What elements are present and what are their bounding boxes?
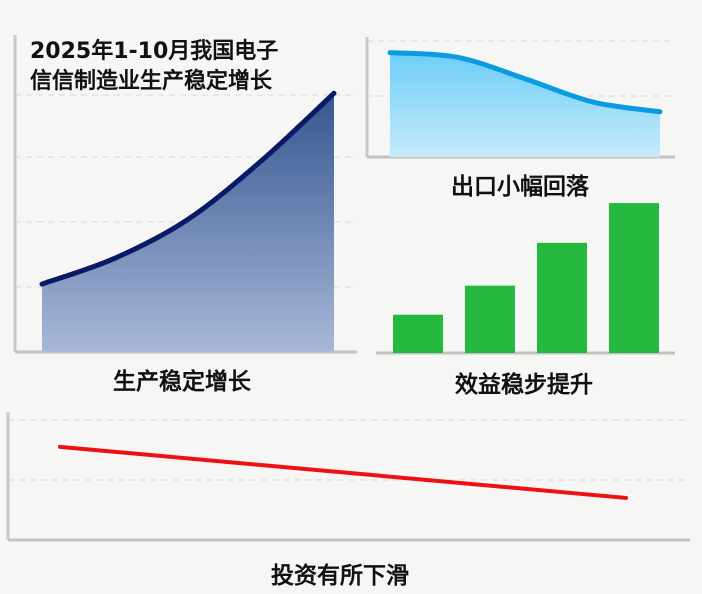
area-fill (42, 93, 334, 352)
bar (609, 203, 659, 353)
series-line (387, 50, 663, 115)
investment-label: 投资有所下滑 (271, 562, 409, 589)
series-line (39, 90, 337, 287)
series-line (58, 444, 628, 500)
bar (465, 285, 515, 353)
main-title-line-1: 2025年1-10月我国电子 (30, 38, 278, 64)
bar (393, 314, 443, 353)
export-label: 出口小幅回落 (451, 174, 590, 200)
bar (537, 242, 587, 353)
profit-label: 效益稳步提升 (455, 371, 593, 398)
main-title-line-2: 信信制造业生产稳定增长 (30, 68, 273, 94)
production-label: 生产稳定增长 (113, 368, 252, 395)
area-fill (390, 52, 660, 157)
